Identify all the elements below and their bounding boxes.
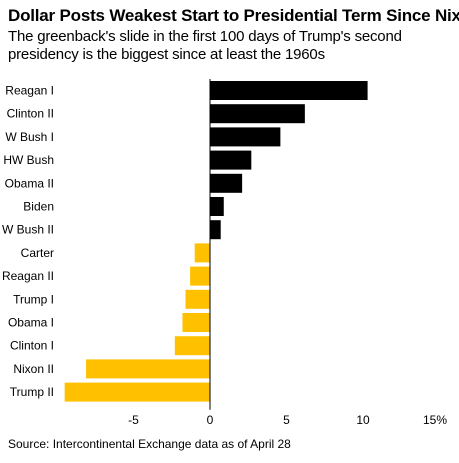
bar-reagan-i [210,81,368,100]
category-label: W Bush II [2,223,54,237]
category-label: Obama I [8,316,54,330]
bar-obama-ii [210,173,243,193]
category-label: Clinton II [7,107,54,121]
category-label: Clinton I [10,339,54,353]
bar-trump-i [185,289,210,309]
category-label: Nixon II [13,362,54,376]
category-label: Obama II [5,176,54,190]
bar-reagan-ii [190,266,210,286]
bars-group [64,81,368,402]
x-tick-label: 0 [207,413,214,427]
chart-subtitle: The greenback's slide in the first 100 d… [8,28,402,63]
x-tick-label: -5 [128,413,139,427]
bar-clinton-ii [210,104,305,124]
category-label: Reagan II [2,269,54,283]
bar-biden [210,197,224,216]
category-label: W Bush I [5,130,54,144]
category-label: Trump I [13,292,54,306]
chart-title: Dollar Posts Weakest Start to Presidenti… [8,6,459,25]
category-label: HW Bush [3,153,54,167]
category-labels: Reagan I Clinton II W Bush I HW Bush Obama I… [2,84,54,400]
bar-obama-i [182,313,210,332]
bar-trump-ii [64,382,211,402]
bar-w-bush-ii [210,220,221,240]
category-label: Carter [21,246,54,260]
source-note: Source: Intercontinental Exchange data a… [8,437,291,451]
bar-w-bush-i [210,127,281,147]
category-label: Trump II [10,385,54,399]
bar-clinton-i [174,336,210,356]
bar-hw-bush [210,150,252,170]
bar-carter [194,243,210,263]
x-tick-label: 5 [283,413,290,427]
category-label: Biden [23,200,54,214]
category-label: Reagan I [5,84,54,98]
x-tick-label: 15% [423,413,447,427]
x-tick-label: 10 [356,413,370,427]
x-axis: -5 0 5 10 15% [128,79,447,427]
bar-nixon-ii [86,359,210,379]
